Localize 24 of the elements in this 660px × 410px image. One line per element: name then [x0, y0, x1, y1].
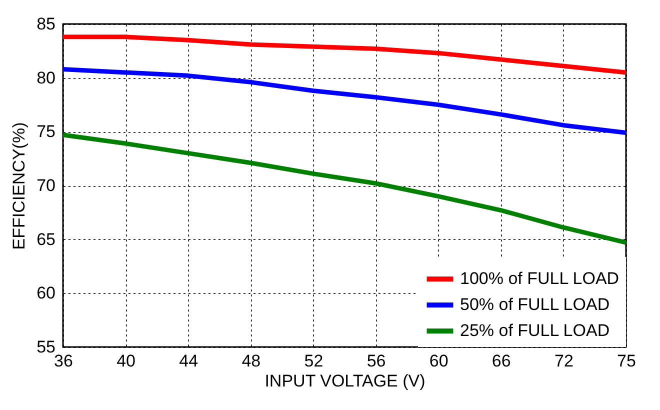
x-tick-label: 40 — [116, 352, 136, 370]
x-tick-label: 60 — [429, 352, 448, 370]
line-series — [60, 132, 628, 245]
y-tick-label: 70 — [36, 176, 56, 195]
x-tick-label: 75 — [617, 352, 636, 370]
x-tick-label: 36 — [54, 352, 73, 370]
x-tick-label: 44 — [179, 352, 198, 370]
legend-label: 25% of FULL LOAD — [460, 321, 610, 340]
y-tick-label: 75 — [36, 122, 56, 142]
x-tick-label: 48 — [242, 352, 261, 370]
y-tick-label: 55 — [36, 338, 56, 356]
y-tick-label: 85 — [36, 14, 56, 34]
x-tick-label: 72 — [554, 352, 574, 370]
y-axis-title: EFFICIENCY(%) — [10, 122, 29, 250]
line-series — [60, 66, 628, 135]
legend-label: 50% of FULL LOAD — [460, 295, 610, 314]
x-tick-label: 52 — [304, 352, 324, 370]
x-tick-label: 56 — [366, 352, 386, 370]
legend-label: 100% of FULL LOAD — [460, 269, 620, 288]
y-tick-label: 60 — [36, 284, 56, 303]
x-axis-title: INPUT VOLTAGE (V) — [264, 372, 426, 390]
x-tick-label: 66 — [492, 352, 511, 370]
y-tick-label: 80 — [36, 68, 56, 88]
y-tick-label: 65 — [36, 230, 56, 249]
